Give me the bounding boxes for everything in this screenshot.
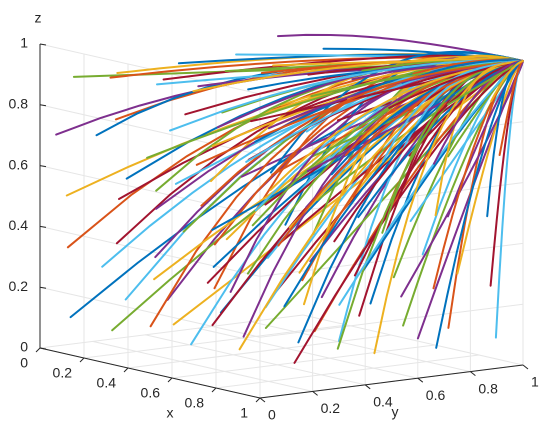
gridline (39, 104, 261, 156)
x-tick (255, 397, 261, 403)
gridline (39, 286, 261, 338)
gridline (259, 303, 524, 338)
z-tick-label: 0.2 (9, 278, 29, 294)
x-tick-label: 0.6 (141, 385, 161, 401)
x-tick (35, 347, 41, 353)
axes-layer (35, 43, 529, 403)
y-axis-label: y (392, 404, 399, 420)
x-tick-label: 0 (20, 355, 28, 371)
y-tick (522, 364, 529, 370)
gridline (259, 242, 524, 277)
x-tick-label: 0.4 (97, 375, 117, 391)
gridline (145, 334, 366, 386)
gridline (92, 340, 313, 392)
x-tick (167, 377, 173, 383)
z-tick (39, 225, 47, 228)
z-axis-label: z (35, 10, 42, 26)
y-tick-label: 0 (268, 407, 276, 423)
x-tick-label: 1 (240, 405, 248, 421)
z-tick-label: 0.4 (9, 217, 29, 233)
z-tick (39, 347, 47, 350)
trajectories-layer (55, 33, 524, 364)
gridline (39, 225, 261, 277)
z-tick (39, 43, 47, 46)
trajectory-line (490, 60, 524, 103)
y-axis-line (259, 364, 524, 399)
gridline (302, 314, 524, 366)
y-tick-label: 0.2 (321, 400, 341, 416)
y-tick (417, 377, 424, 383)
z-tick-label: 0.6 (9, 156, 29, 172)
y-tick (312, 391, 318, 396)
z-tick (39, 104, 47, 107)
z-tick-label: 0.8 (9, 96, 29, 112)
x-tick (211, 387, 217, 393)
z-tick (39, 286, 47, 289)
y-tick (470, 371, 476, 376)
y-tick-label: 1 (531, 374, 539, 390)
y-tick (364, 384, 371, 390)
z-tick-label: 1 (20, 35, 28, 51)
y-tick-label: 0.4 (373, 394, 393, 410)
x-tick (79, 357, 85, 363)
x-tick (123, 367, 129, 373)
z-tick-label: 0 (20, 339, 28, 355)
labels-layer: 0 0.2 0.4 0.6 0.8 1 0 0.2 0.4 0.6 0.8 1 0 0.2 0.4 0.6 0.… (9, 10, 539, 423)
x-tick-label: 0.8 (185, 395, 205, 411)
y-tick (259, 397, 266, 403)
gridline (197, 327, 418, 379)
x-axis-line (39, 347, 261, 399)
y-tick-label: 0.8 (478, 380, 498, 396)
gridline (39, 165, 261, 217)
gridline (250, 321, 471, 373)
x-axis-label: x (167, 405, 174, 421)
z-tick (39, 165, 47, 168)
y-tick-label: 0.6 (426, 387, 446, 403)
x-tick-label: 0.2 (53, 365, 73, 381)
